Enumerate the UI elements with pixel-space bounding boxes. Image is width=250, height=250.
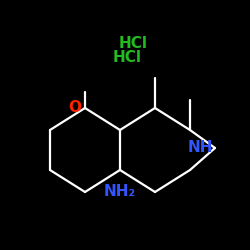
Text: HCl: HCl	[112, 50, 142, 66]
Text: NH: NH	[187, 140, 213, 156]
Text: NH₂: NH₂	[104, 184, 136, 200]
Text: HCl: HCl	[118, 36, 148, 51]
Text: O: O	[68, 100, 82, 116]
